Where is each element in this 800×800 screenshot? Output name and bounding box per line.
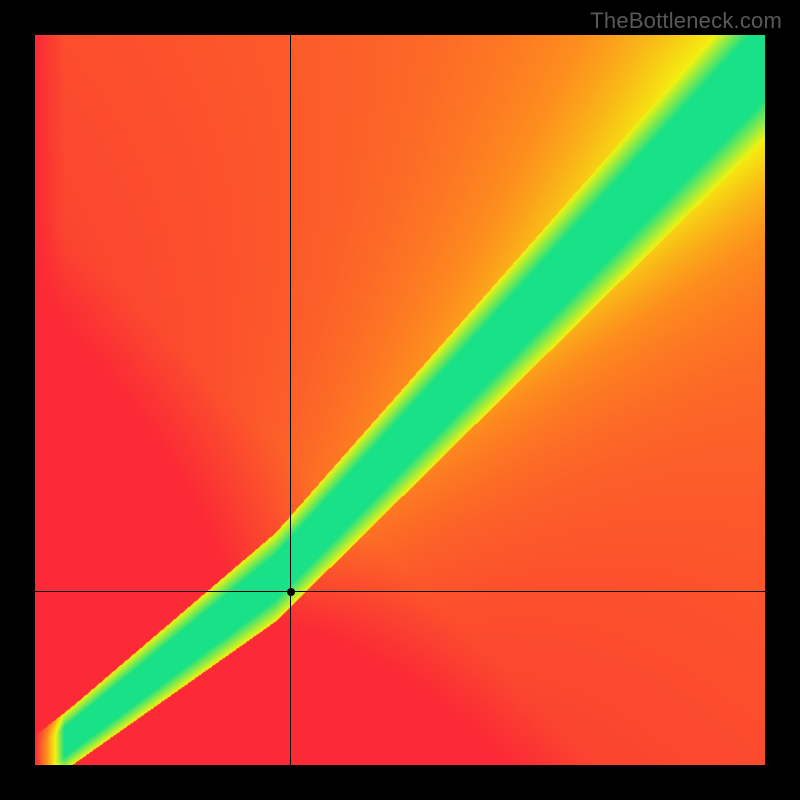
watermark-text: TheBottleneck.com: [590, 8, 782, 34]
crosshair-vertical: [290, 35, 291, 765]
crosshair-marker: [287, 588, 295, 596]
plot-area: [35, 35, 765, 765]
crosshair-horizontal: [35, 591, 765, 592]
heatmap-canvas: [35, 35, 765, 765]
chart-container: TheBottleneck.com: [0, 0, 800, 800]
